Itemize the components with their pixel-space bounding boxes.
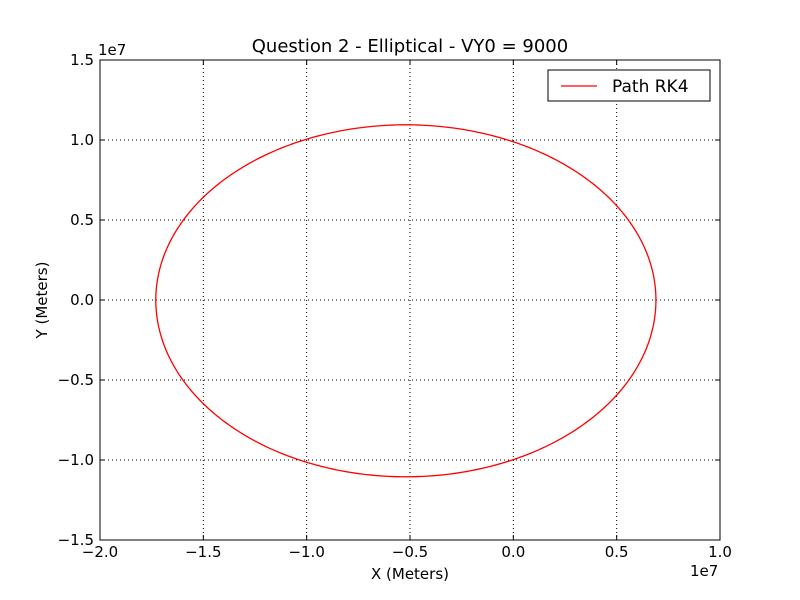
y-tick-label: 1.0: [70, 131, 94, 149]
x-tick-label: 0.5: [605, 543, 629, 561]
y-tick-label: −1.5: [58, 531, 94, 549]
series-path-rk4: [155, 124, 657, 478]
x-tick-label: −0.5: [392, 543, 428, 561]
legend-label: Path RK4: [612, 77, 689, 97]
y-tick-label: 0.0: [70, 291, 94, 309]
chart-title: Question 2 - Elliptical - VY0 = 9000: [252, 36, 568, 57]
y-axis-title: Y (Meters): [33, 262, 51, 340]
legend: Path RK4: [547, 69, 711, 102]
y-tick-label: 1.5: [70, 51, 94, 69]
x-tick-label: −2.0: [82, 543, 118, 561]
x-tick-label: −1.0: [288, 543, 324, 561]
y-tick-label: −1.0: [58, 451, 94, 469]
y-tick-label: −0.5: [58, 371, 94, 389]
x-tick-label: 0.0: [501, 543, 525, 561]
x-offset-label: 1e7: [690, 562, 718, 580]
x-axis-title: X (Meters): [371, 565, 449, 583]
y-offset-label: 1e7: [98, 41, 126, 59]
y-tick-label: 0.5: [70, 211, 94, 229]
x-tick-label: 1.0: [708, 543, 732, 561]
series-group: [155, 124, 657, 478]
x-tick-label: −1.5: [185, 543, 221, 561]
axis-ticks: −2.0 −1.5 −1.0 −0.5 0.0 0.5 1.0−1.5−1.0−0.50.0…: [58, 51, 732, 561]
